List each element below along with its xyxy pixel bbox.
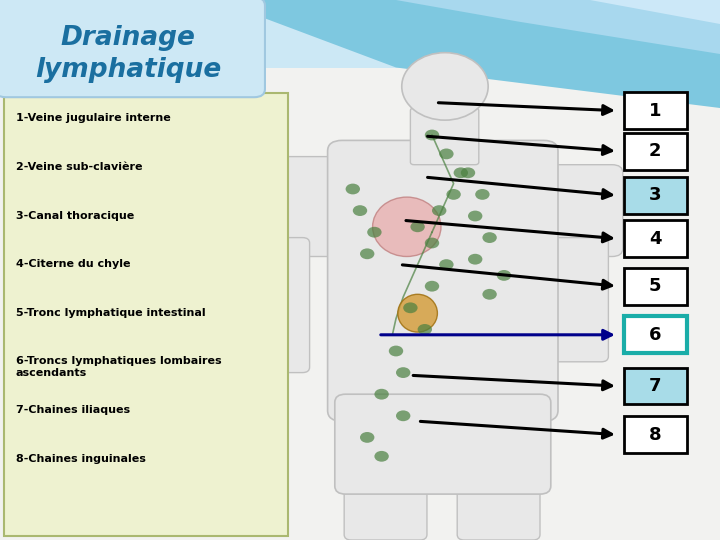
Circle shape — [389, 346, 403, 356]
Polygon shape — [396, 0, 720, 54]
Circle shape — [346, 184, 360, 194]
Circle shape — [425, 130, 439, 140]
FancyBboxPatch shape — [259, 157, 356, 256]
Circle shape — [482, 289, 497, 300]
Circle shape — [367, 227, 382, 238]
Circle shape — [497, 270, 511, 281]
Polygon shape — [590, 0, 720, 24]
Text: 8-Chaines inguinales: 8-Chaines inguinales — [16, 454, 145, 464]
FancyBboxPatch shape — [457, 446, 540, 540]
Text: 5: 5 — [649, 277, 662, 295]
Circle shape — [410, 221, 425, 232]
Circle shape — [396, 410, 410, 421]
FancyBboxPatch shape — [0, 0, 265, 97]
FancyBboxPatch shape — [624, 268, 687, 305]
Circle shape — [353, 205, 367, 216]
Text: 7-Chaines iliaques: 7-Chaines iliaques — [16, 405, 130, 415]
Text: 2-Veine sub-clavière: 2-Veine sub-clavière — [16, 162, 143, 172]
Circle shape — [482, 232, 497, 243]
Circle shape — [425, 238, 439, 248]
Text: 4-Citerne du chyle: 4-Citerne du chyle — [16, 259, 130, 269]
Ellipse shape — [373, 197, 441, 256]
Circle shape — [360, 248, 374, 259]
Circle shape — [439, 148, 454, 159]
Circle shape — [475, 189, 490, 200]
Text: 6-Troncs lymphatiques lombaires
ascendants: 6-Troncs lymphatiques lombaires ascendan… — [16, 356, 222, 378]
Circle shape — [454, 167, 468, 178]
Text: 2: 2 — [649, 142, 662, 160]
Circle shape — [396, 367, 410, 378]
Text: 4: 4 — [649, 230, 662, 248]
FancyBboxPatch shape — [624, 368, 687, 404]
Circle shape — [461, 167, 475, 178]
FancyBboxPatch shape — [0, 68, 720, 540]
FancyBboxPatch shape — [624, 177, 687, 214]
Circle shape — [439, 259, 454, 270]
Text: 6: 6 — [649, 326, 662, 344]
Circle shape — [403, 302, 418, 313]
Circle shape — [468, 254, 482, 265]
Circle shape — [468, 211, 482, 221]
FancyBboxPatch shape — [245, 238, 310, 373]
Circle shape — [374, 451, 389, 462]
Circle shape — [446, 189, 461, 200]
FancyBboxPatch shape — [624, 316, 687, 353]
FancyBboxPatch shape — [410, 108, 479, 165]
Text: 7: 7 — [649, 377, 662, 395]
Circle shape — [425, 281, 439, 292]
Circle shape — [418, 324, 432, 335]
Text: 5-Tronc lymphatique intestinal: 5-Tronc lymphatique intestinal — [16, 308, 205, 318]
Circle shape — [360, 432, 374, 443]
FancyBboxPatch shape — [533, 165, 623, 256]
FancyBboxPatch shape — [335, 394, 551, 494]
Text: Drainage: Drainage — [60, 25, 196, 51]
FancyBboxPatch shape — [547, 238, 608, 362]
Text: 1: 1 — [649, 102, 662, 120]
FancyBboxPatch shape — [624, 133, 687, 170]
Ellipse shape — [397, 294, 438, 332]
FancyBboxPatch shape — [624, 220, 687, 257]
Text: lymphatique: lymphatique — [35, 57, 221, 83]
Text: 3-Canal thoracique: 3-Canal thoracique — [16, 211, 134, 221]
Circle shape — [374, 389, 389, 400]
FancyBboxPatch shape — [344, 446, 427, 540]
FancyBboxPatch shape — [624, 416, 687, 453]
Circle shape — [432, 205, 446, 216]
Text: 1-Veine jugulaire interne: 1-Veine jugulaire interne — [16, 113, 171, 124]
FancyBboxPatch shape — [328, 140, 558, 421]
Text: 8: 8 — [649, 426, 662, 444]
Ellipse shape — [402, 53, 488, 120]
Text: 3: 3 — [649, 186, 662, 205]
FancyBboxPatch shape — [4, 93, 288, 536]
FancyBboxPatch shape — [624, 92, 687, 129]
Polygon shape — [216, 0, 720, 108]
